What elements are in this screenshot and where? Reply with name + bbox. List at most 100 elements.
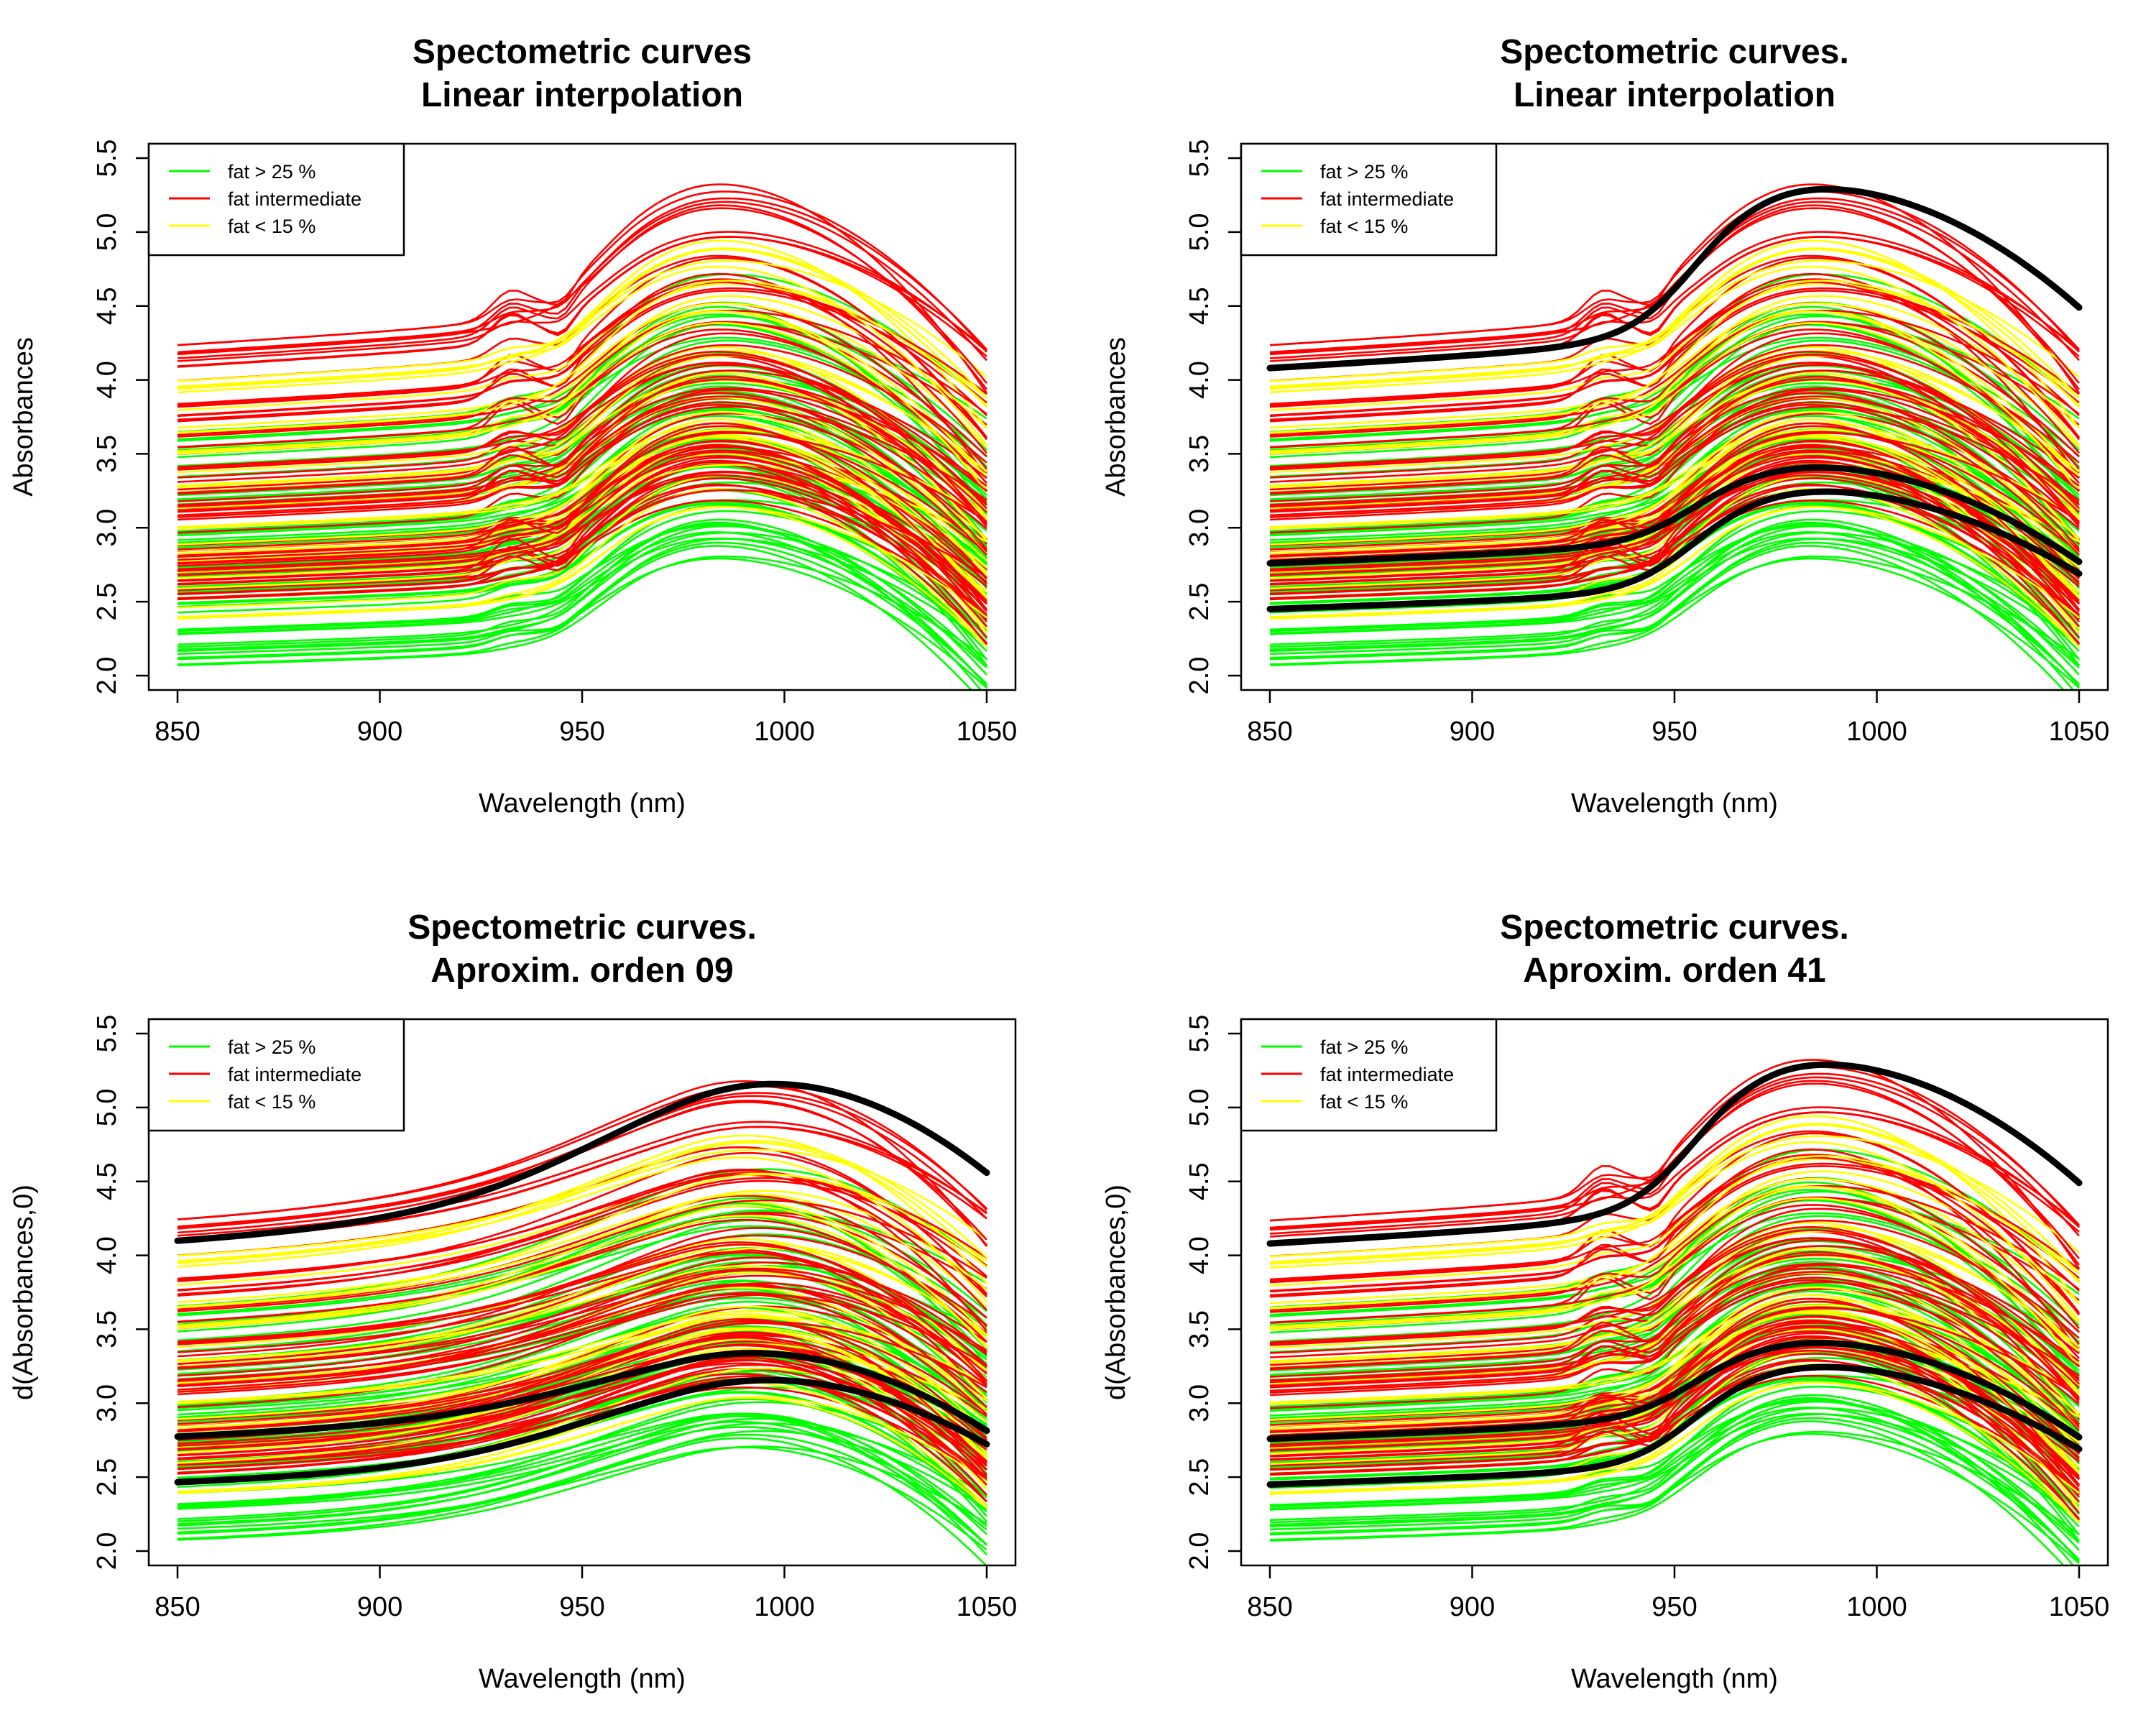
y-tick-label: 2.5	[92, 1458, 122, 1496]
spectrum-curve-mid	[1269, 432, 2080, 551]
legend-label: fat < 15 %	[228, 216, 315, 237]
spectrum-curve-mid	[177, 183, 988, 394]
spectrum-curve-mid	[177, 207, 988, 385]
y-tick-label: 2.0	[92, 1532, 122, 1570]
spectrum-curve-low	[1269, 247, 2080, 399]
spectrum-curve-mid	[177, 489, 987, 595]
highlighted-curve-3	[1266, 1363, 2083, 1488]
spectrum-curve-low	[1269, 1141, 2081, 1322]
spectrum-curve-high	[177, 390, 987, 550]
spectrum-curve-high	[177, 1433, 987, 1546]
highlighted-curve-2	[1266, 464, 2083, 567]
spectrum-curve-low	[177, 1200, 987, 1336]
legend-label: fat intermediate	[228, 1064, 361, 1085]
spectrum-curve-mid	[1269, 1262, 2080, 1371]
legend-label: fat < 15 %	[1320, 1091, 1408, 1113]
spectrum-curve-mid	[177, 443, 987, 612]
x-tick-label: 1050	[957, 1592, 1018, 1622]
spectrum-curve-mid	[177, 375, 987, 523]
spectrum-curve-mid	[1269, 1154, 2080, 1315]
x-tick-label: 900	[357, 717, 402, 747]
highlighted-curve-2	[174, 1350, 990, 1440]
spectrum-curve-high	[177, 1209, 987, 1342]
y-axis-label: Absorbances	[9, 337, 39, 497]
y-tick-label: 4.5	[1184, 1162, 1215, 1200]
spectrum-curve-low	[177, 350, 987, 489]
x-tick-label: 850	[1247, 717, 1292, 747]
spectrum-curve-low	[177, 1315, 987, 1404]
spectrum-curve-high	[177, 541, 987, 685]
spectrum-curve-mid	[1269, 1177, 2080, 1346]
y-tick-label: 2.5	[1184, 583, 1215, 621]
spectrum-curve-high	[177, 1426, 987, 1531]
spectrum-curve-low	[1269, 1251, 2080, 1386]
spectrum-curve-low	[177, 1156, 987, 1302]
spectrum-curve-mid	[1269, 1330, 2080, 1480]
x-tick-label: 1000	[754, 717, 815, 747]
legend-label: fat < 15 %	[1320, 216, 1408, 237]
spectrum-curve-high	[177, 1401, 987, 1505]
y-tick-label: 4.0	[1184, 1236, 1215, 1274]
spectrum-curve-low	[1269, 1177, 2080, 1323]
spectrum-curve-low	[177, 1190, 987, 1327]
y-tick-label: 3.5	[92, 435, 122, 473]
y-tick-label: 4.0	[92, 1236, 122, 1274]
spectrum-curve-mid	[177, 1283, 987, 1409]
spectrum-curve-low	[177, 1149, 987, 1257]
spectrum-curve-low	[177, 428, 987, 530]
spectrum-curve-mid	[177, 1284, 987, 1387]
highlighted-curve-2	[1266, 1339, 2083, 1443]
spectrum-curve-mid	[177, 231, 987, 362]
spectrum-curve-high	[1269, 1265, 2080, 1425]
y-tick-label: 3.5	[1184, 435, 1215, 473]
chart-title-line-1: Spectometric curves.	[407, 908, 757, 947]
spectrum-curve-mid	[1269, 201, 2080, 362]
spectrum-curve-high	[177, 1413, 987, 1546]
y-axis-label: d(Absorbances,0)	[1101, 1184, 1131, 1400]
legend: fat > 25 % fat intermediate fat < 15 %	[1240, 1018, 1498, 1132]
y-tick-label: 2.5	[92, 583, 122, 621]
x-tick-label: 900	[357, 1592, 402, 1622]
spectrum-curve-mid	[1269, 1132, 2081, 1314]
spectrum-curve-mid	[177, 302, 987, 470]
spectrum-curve-mid	[177, 1241, 987, 1381]
spectrum-curve-low	[1269, 1197, 2080, 1365]
spectrum-curve-mid	[177, 309, 987, 438]
y-axis-label: Absorbances	[1101, 337, 1131, 497]
y-tick-label: 5.5	[1184, 139, 1215, 178]
legend-label: fat > 25 %	[228, 161, 315, 183]
chart-title-line-2: Aproxim. orden 41	[1523, 952, 1825, 990]
spectrum-curve-mid	[177, 257, 988, 438]
spectrum-curve-high	[1269, 541, 2080, 685]
spectrum-curve-high	[1269, 1394, 2080, 1551]
y-tick-label: 2.0	[1184, 1532, 1215, 1570]
spectrum-curve-mid	[177, 1179, 987, 1296]
spectrum-curve-low	[177, 302, 987, 448]
spectrum-curve-low	[1269, 428, 2080, 530]
spectrum-curve-low	[1269, 265, 2081, 446]
spectrum-curve-low	[177, 1264, 987, 1372]
spectrum-curve-mid	[177, 378, 987, 494]
chart-panel-1: Spectometric curves Linear interpolation 8…	[9, 33, 1017, 819]
legend-label: fat intermediate	[1320, 1064, 1454, 1085]
spectrum-curve-mid	[1269, 1335, 2080, 1503]
spectrum-curve-high	[177, 315, 987, 467]
y-tick-label: 5.5	[92, 1015, 122, 1053]
spectrum-curve-mid	[1269, 1254, 2080, 1370]
x-tick-label: 850	[1247, 1592, 1292, 1622]
spectrum-curve-mid	[1269, 1271, 2080, 1401]
spectrum-curve-low	[177, 1139, 987, 1262]
y-axis-label: d(Absorbances,0)	[9, 1184, 39, 1400]
spectrum-curve-mid	[1269, 455, 2080, 604]
spectrum-curve-mid	[177, 1321, 987, 1425]
spectrum-curve-low	[1269, 295, 2080, 453]
y-tick-label: 4.5	[92, 287, 122, 325]
x-axis-label: Wavelength (nm)	[479, 788, 686, 819]
spectrum-curve-mid	[1269, 257, 2081, 438]
spectrum-curve-low	[177, 1193, 987, 1308]
legend-label: fat < 15 %	[228, 1091, 315, 1113]
spectrum-curve-mid	[177, 282, 987, 417]
x-axis-label: Wavelength (nm)	[479, 1664, 686, 1694]
x-tick-label: 900	[1450, 717, 1495, 747]
x-tick-label: 950	[559, 717, 604, 747]
